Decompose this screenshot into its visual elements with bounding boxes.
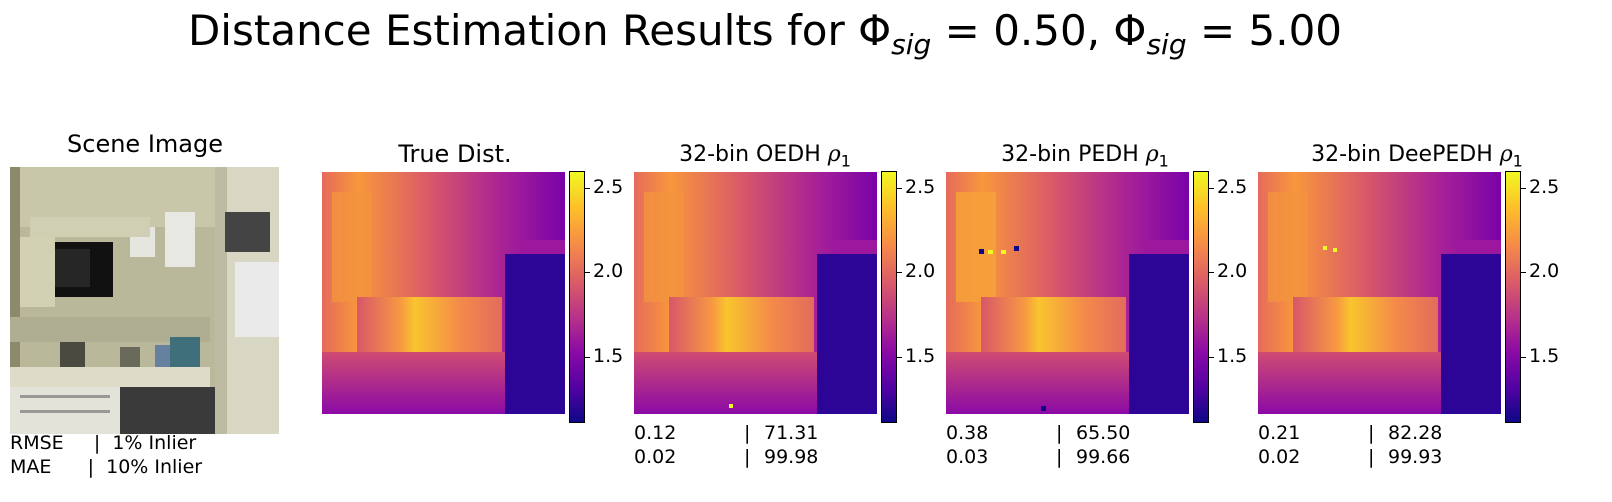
separator: | <box>1368 446 1375 468</box>
inlier10-value: 99.66 <box>1076 446 1131 468</box>
colorbar-tick-label: 1.5 <box>1217 344 1248 367</box>
true-dist-map <box>322 172 565 414</box>
colorbar-tick-label: 1.5 <box>905 344 936 367</box>
inlier10-value: 99.93 <box>1388 446 1443 468</box>
oedh-title: 32-bin OEDH ρ1 <box>640 142 890 170</box>
rho-subscript: 1 <box>840 151 851 171</box>
rmse-value: 0.21 <box>1258 422 1301 444</box>
colorbar-tick-label: 1.5 <box>593 344 624 367</box>
colorbar-tick-label: 2.0 <box>1529 260 1560 283</box>
mae-value: 0.03 <box>946 446 989 468</box>
colorbar-tick-label: 2.5 <box>905 175 936 198</box>
colorbar-tickmark <box>1209 272 1214 274</box>
colorbar-tickmark <box>1521 187 1526 189</box>
colorbar-tickmark <box>897 272 902 274</box>
inlier1-value: 71.31 <box>764 422 819 444</box>
phi-subscript: sig <box>891 28 932 61</box>
colorbar-tickmark <box>585 187 590 189</box>
colorbar-tickmark <box>897 356 902 358</box>
separator: | <box>1056 446 1063 468</box>
metrics-pedh: 0.38 | 65.50 0.03 | 99.66 <box>946 421 1130 469</box>
scene-title: Scene Image <box>67 130 223 158</box>
colorbar-tickmark <box>585 272 590 274</box>
separator: | <box>1056 422 1063 444</box>
title-eq2: = 5.00 <box>1186 6 1343 55</box>
inlier10-value: 99.98 <box>764 446 819 468</box>
inlier1-value: 65.50 <box>1076 422 1131 444</box>
deepedh-title-text: 32-bin DeePEDH <box>1311 142 1500 167</box>
rho-subscript: 1 <box>1158 151 1169 171</box>
rmse-value: 0.12 <box>634 422 677 444</box>
separator: | <box>744 422 751 444</box>
metrics-deepedh: 0.21 | 82.28 0.02 | 99.93 <box>1258 421 1442 469</box>
colorbar-tick-label: 2.5 <box>593 175 624 198</box>
pedh-title: 32-bin PEDH ρ1 <box>960 142 1210 170</box>
title-prefix: Distance Estimation Results for <box>187 6 859 55</box>
colorbar-oedh <box>881 171 897 423</box>
legend-row1: RMSE | 1% Inlier <box>10 432 197 454</box>
separator: | <box>744 446 751 468</box>
rho-symbol: ρ <box>1499 142 1513 167</box>
colorbar-tick-label: 2.5 <box>1217 175 1248 198</box>
inlier1-value: 82.28 <box>1388 422 1443 444</box>
colorbar-tickmark <box>1209 356 1214 358</box>
rho-subscript: 1 <box>1512 151 1523 171</box>
colorbar-tickmark <box>897 187 902 189</box>
separator: | <box>1368 422 1375 444</box>
scene-image <box>10 167 279 434</box>
phi-subscript-2: sig <box>1146 28 1187 61</box>
rho-symbol: ρ <box>1145 142 1159 167</box>
pedh-title-text: 32-bin PEDH <box>1001 142 1146 167</box>
metrics-legend: RMSE | 1% Inlier MAE | 10% Inlier <box>10 431 202 479</box>
oedh-title-text: 32-bin OEDH <box>679 142 828 167</box>
mae-value: 0.02 <box>1258 446 1301 468</box>
colorbar-true <box>569 171 585 423</box>
colorbar-tick-label: 2.5 <box>1529 175 1560 198</box>
colorbar-tickmark <box>1521 356 1526 358</box>
colorbar-tick-label: 2.0 <box>1217 260 1248 283</box>
rmse-value: 0.38 <box>946 422 989 444</box>
deepedh-title: 32-bin DeePEDH ρ1 <box>1282 142 1552 170</box>
metrics-oedh: 0.12 | 71.31 0.02 | 99.98 <box>634 421 818 469</box>
phi-symbol: Φ <box>858 6 892 55</box>
colorbar-tickmark <box>1209 187 1214 189</box>
mae-value: 0.02 <box>634 446 677 468</box>
colorbar-tick-label: 2.0 <box>593 260 624 283</box>
rho-symbol: ρ <box>827 142 841 167</box>
colorbar-tick-label: 2.0 <box>905 260 936 283</box>
oedh-dist-map <box>634 172 877 414</box>
phi-symbol-2: Φ <box>1113 6 1147 55</box>
colorbar-deepedh <box>1505 171 1521 423</box>
colorbar-tickmark <box>1521 272 1526 274</box>
figure-title: Distance Estimation Results for Φsig = 0… <box>0 6 1530 61</box>
colorbar-tickmark <box>585 356 590 358</box>
pedh-dist-map <box>946 172 1189 414</box>
colorbar-tick-label: 1.5 <box>1529 344 1560 367</box>
title-eq1: = 0.50, <box>931 6 1114 55</box>
colorbar-pedh <box>1193 171 1209 423</box>
true-dist-title: True Dist. <box>398 140 512 168</box>
legend-row2: MAE | 10% Inlier <box>10 456 203 478</box>
deepedh-dist-map <box>1258 172 1501 414</box>
